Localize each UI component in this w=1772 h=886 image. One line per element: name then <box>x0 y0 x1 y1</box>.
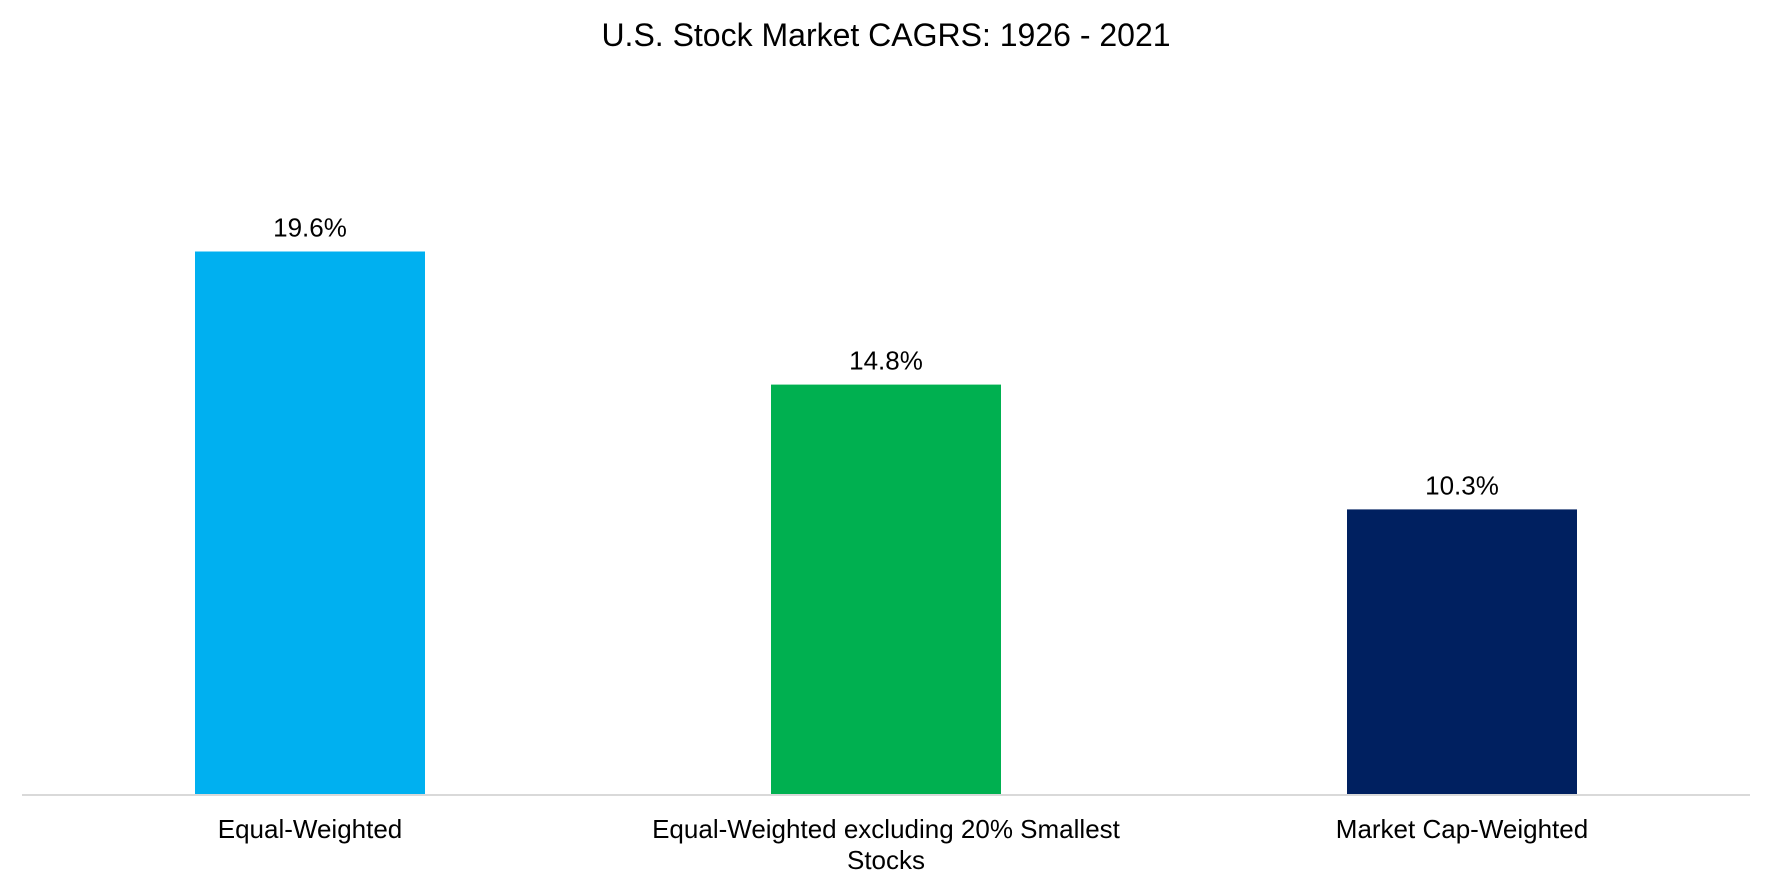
bars-group <box>195 251 1577 795</box>
bar-3 <box>1347 509 1577 795</box>
x-tick-label-line: Equal-Weighted <box>218 814 403 844</box>
chart-title: U.S. Stock Market CAGRS: 1926 - 2021 <box>601 17 1170 53</box>
x-tick-label-line: Equal-Weighted excluding 20% Smallest <box>652 814 1121 844</box>
data-label-1: 19.6% <box>273 213 347 243</box>
x-tick-label-line: Market Cap-Weighted <box>1336 814 1588 844</box>
x-tick-label-1: Equal-Weighted <box>218 814 403 844</box>
x-tick-label-2: Equal-Weighted excluding 20% Smallest Sto… <box>652 814 1121 875</box>
data-label-3: 10.3% <box>1425 470 1499 500</box>
data-label-2: 14.8% <box>849 346 923 376</box>
bar-2 <box>771 384 1001 795</box>
x-tick-labels-group: Equal-Weighted Equal-Weighted excluding 2… <box>218 814 1588 875</box>
x-tick-label-line: Stocks <box>847 845 925 875</box>
x-tick-label-3: Market Cap-Weighted <box>1336 814 1588 844</box>
bar-1 <box>195 251 425 795</box>
data-labels-group: 19.6% 14.8% 10.3% <box>273 213 1499 501</box>
